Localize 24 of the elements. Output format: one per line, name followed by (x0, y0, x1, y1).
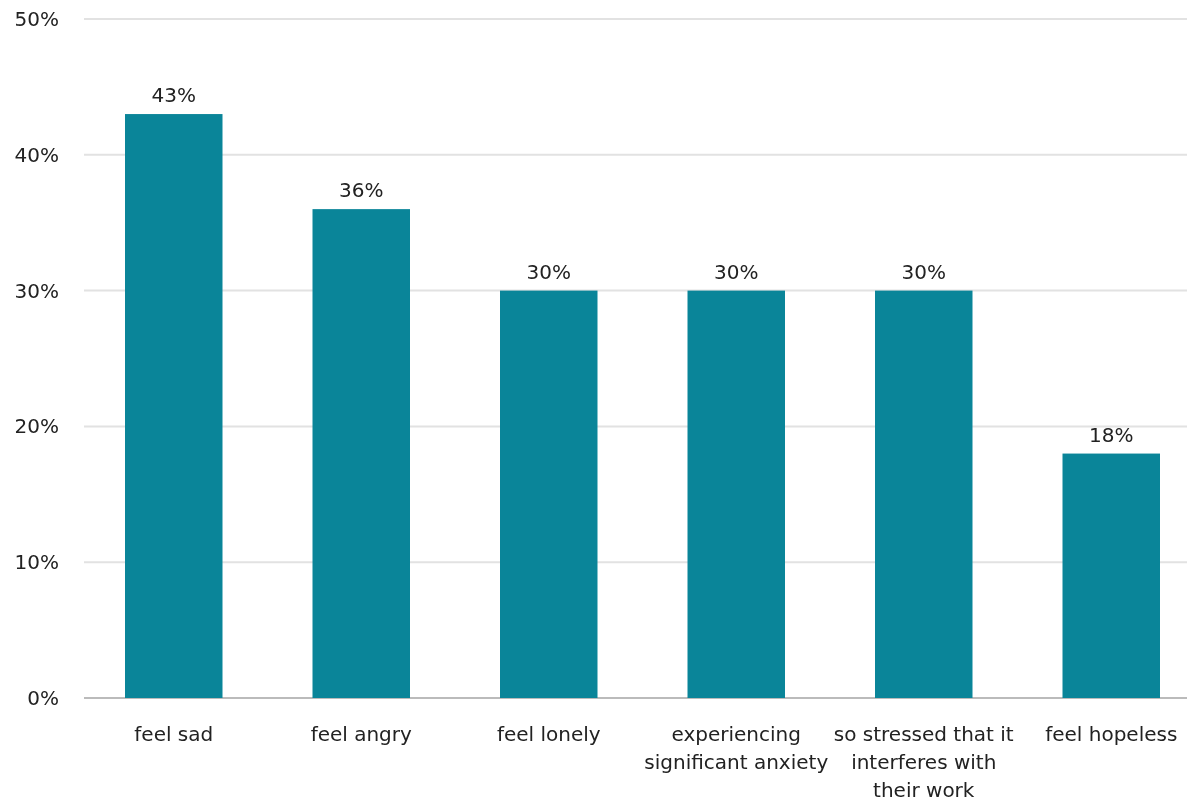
data-label: 30% (714, 259, 759, 284)
x-tick-label: so stressed that it interferes with their work (833, 722, 1014, 802)
bar (875, 290, 973, 698)
y-tick-label: 10% (14, 550, 59, 575)
bar (1062, 453, 1160, 698)
data-label: 43% (151, 83, 196, 108)
data-label: 30% (901, 259, 946, 284)
data-label: 36% (339, 178, 384, 203)
x-tick-label: feel hopeless (1045, 722, 1178, 746)
bar (312, 209, 410, 698)
y-tick-label: 50% (14, 6, 59, 31)
x-tick-label: feel sad (134, 722, 214, 746)
x-tick-label: feel angry (310, 722, 413, 746)
x-tick-label: feel lonely (496, 722, 601, 746)
bar (500, 290, 598, 698)
y-tick-label: 30% (14, 278, 59, 303)
bar (125, 114, 223, 698)
y-tick-label: 20% (14, 414, 59, 439)
bar (687, 290, 785, 698)
y-tick-label: 40% (14, 142, 59, 167)
data-label: 18% (1089, 422, 1134, 447)
data-label: 30% (526, 259, 571, 284)
y-tick-label: 0% (27, 685, 59, 710)
x-tick-label: experiencing significant anxiety (644, 722, 829, 774)
